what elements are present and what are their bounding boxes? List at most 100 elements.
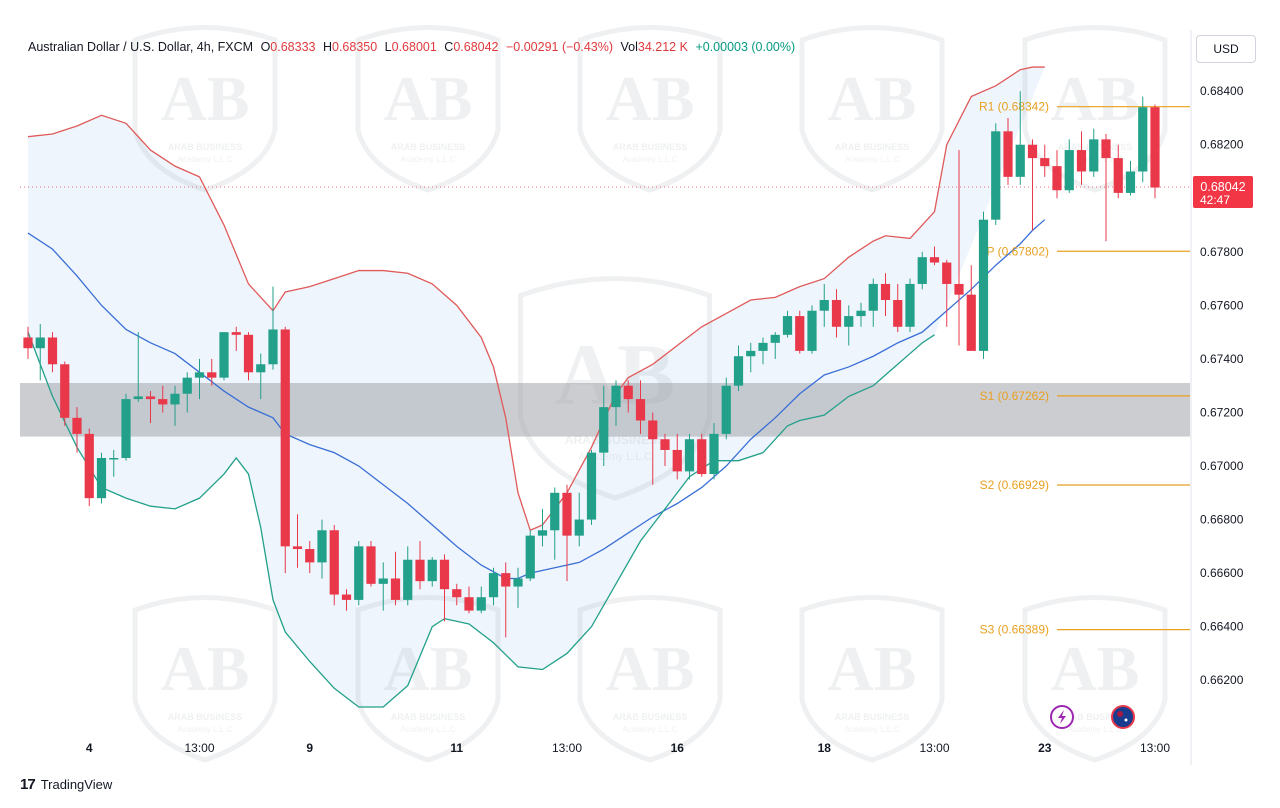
candle-body: [795, 316, 805, 351]
close-label: C: [444, 40, 454, 54]
candle-body: [72, 417, 82, 434]
vol-change-value: +0.00003 (0.00%): [695, 40, 796, 54]
watermark-subtext: Academy L.L.C: [401, 725, 456, 734]
pivot-label: S1 (0.67262): [980, 389, 1049, 403]
candle-body: [256, 364, 266, 373]
watermark-text: ARAB BUSINESS: [835, 142, 910, 152]
candle-body: [170, 393, 180, 405]
watermark-monogram: AB: [828, 633, 917, 704]
candle-body: [1027, 144, 1038, 159]
close-value: 0.68042: [453, 40, 499, 54]
candle-body: [341, 594, 352, 600]
candle-body: [697, 439, 707, 475]
lightning-icon[interactable]: [1050, 705, 1074, 729]
watermark-monogram: AB: [1051, 63, 1140, 134]
candle-body: [1138, 107, 1148, 172]
candle-body: [893, 300, 903, 327]
candle-body: [1003, 131, 1013, 177]
time-tick-label: 9: [306, 741, 313, 755]
candle-body: [844, 316, 854, 327]
high-label: H: [322, 40, 332, 54]
candle-body: [403, 559, 413, 600]
watermark-subtext: Academy L.L.C: [401, 155, 456, 164]
low-value: 0.68001: [391, 40, 437, 54]
candle-body: [268, 329, 278, 365]
candle-body: [23, 337, 33, 349]
candle-body: [378, 578, 388, 584]
watermark-shield-icon: [132, 595, 278, 763]
watermark-shield-icon: [355, 595, 501, 763]
candle-body: [35, 337, 45, 349]
candle-body: [354, 546, 364, 600]
candle-body: [317, 530, 327, 563]
watermark-subtext: Academy L.L.C: [623, 725, 678, 734]
watermark-text: ARAB BUSINESS: [168, 142, 243, 152]
candle-body: [243, 334, 254, 373]
watermark-monogram: AB: [606, 63, 695, 134]
candle-body: [1101, 139, 1111, 159]
candle-body: [133, 396, 143, 400]
candle-body: [880, 283, 891, 301]
candle-body: [96, 457, 107, 499]
price-tick-label: 0.67200: [1200, 405, 1244, 419]
watermark-shield-icon: [355, 25, 501, 193]
watermark-text: ARAB BUSINESS: [613, 712, 688, 722]
watermark-monogram: AB: [384, 633, 473, 704]
open-label: O: [260, 40, 271, 54]
candle-body: [905, 283, 915, 327]
candle-body: [684, 439, 695, 472]
bar-countdown-timer: 42:47: [1200, 193, 1230, 207]
candle-body: [770, 334, 780, 343]
current-price-tag: [1193, 176, 1253, 209]
tradingview-logo-icon: 17: [20, 776, 36, 793]
candle-body: [1125, 171, 1136, 193]
watermark-subtext: Academy L.L.C: [178, 725, 233, 734]
change-value: −0.00291 (−0.43%): [506, 40, 614, 54]
pivot-label: S3 (0.66389): [980, 623, 1049, 637]
candle-body: [733, 356, 744, 386]
candle-body: [917, 257, 927, 284]
candle-body: [611, 385, 621, 408]
australia-flag-icon[interactable]: [1111, 705, 1135, 729]
candle-body: [635, 399, 646, 421]
candle-body: [439, 559, 450, 590]
time-tick-label: 13:00: [919, 741, 949, 755]
watermark-logo: AB ARAB BUSINESS Academy L.L.C: [577, 595, 723, 763]
candle-body: [586, 452, 597, 520]
candle-body: [219, 332, 229, 378]
tradingview-branding[interactable]: 17 TradingView: [20, 776, 112, 793]
watermark-shield-icon: [799, 25, 945, 193]
symbol-title[interactable]: Australian Dollar / U.S. Dollar, 4h, FXC…: [28, 40, 254, 54]
watermark-shield-icon: [799, 595, 945, 763]
bollinger-lower-line: [27, 331, 935, 708]
candle-body: [782, 316, 793, 335]
price-tick-label: 0.68200: [1200, 138, 1244, 152]
candle-body: [501, 573, 511, 587]
currency-button[interactable]: USD: [1196, 35, 1256, 63]
candle-body: [415, 559, 425, 582]
watermark-logo: AB ARAB BUSINESS Academy L.L.C: [355, 595, 501, 763]
candle-body: [513, 578, 523, 587]
watermark-monogram: AB: [606, 633, 695, 704]
pivot-label: S2 (0.66929): [980, 478, 1049, 492]
candle-body: [550, 492, 560, 531]
current-price-value: 0.68042: [1200, 180, 1245, 194]
candle-body: [47, 337, 58, 365]
lightning-icon-bolt: [1058, 710, 1066, 724]
candle-body: [599, 407, 609, 453]
candle-body: [1064, 150, 1074, 191]
watermark-subtext: Academy L.L.C: [845, 725, 900, 734]
watermark-logo: AB ARAB BUSINESS Academy L.L.C: [132, 595, 278, 763]
candle-body: [831, 300, 842, 327]
watermark-text: ARAB BUSINESS: [168, 712, 243, 722]
watermark-text: ARAB BUSINESS: [835, 712, 910, 722]
candle-body: [60, 364, 70, 418]
price-tick-label: 0.68400: [1200, 84, 1244, 98]
candle-body: [109, 457, 119, 460]
watermark-text: ARAB BUSINESS: [613, 142, 688, 152]
time-tick-label: 13:00: [1140, 741, 1170, 755]
watermark-logo: AB ARAB BUSINESS Academy L.L.C: [577, 25, 723, 193]
candle-body: [427, 559, 437, 582]
vol-value: 34.212 K: [637, 40, 688, 54]
